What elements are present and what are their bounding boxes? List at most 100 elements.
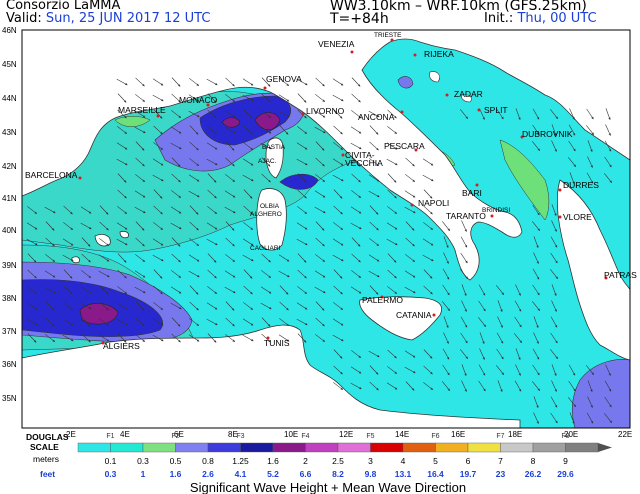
wave-direction-arrow xyxy=(351,173,361,183)
wave-direction-arrow xyxy=(369,285,379,295)
lon-label: 14E xyxy=(395,430,409,439)
wave-direction-arrow xyxy=(587,140,593,153)
wave-direction-arrow xyxy=(423,189,433,199)
meters-label: meters xyxy=(33,454,59,464)
wave-direction-arrow xyxy=(550,316,558,328)
wave-direction-arrow xyxy=(81,237,91,247)
wave-direction-arrow xyxy=(422,158,434,166)
wave-direction-arrow xyxy=(117,109,127,119)
wave-direction-arrow xyxy=(568,380,576,392)
wave-direction-arrow xyxy=(45,254,56,262)
wave-direction-arrow xyxy=(116,158,128,166)
wave-direction-arrow xyxy=(206,238,218,246)
land-balearics-ibiza xyxy=(71,256,80,264)
color-bar-swatch xyxy=(142,442,176,453)
city-label-venezia: VENEZIA xyxy=(318,39,355,49)
wave-direction-arrow xyxy=(135,254,146,262)
wave-direction-arrow xyxy=(135,94,146,102)
meters-value: 6 xyxy=(466,456,471,466)
color-bar-arrow xyxy=(598,443,612,452)
feet-value: 29.6 xyxy=(557,469,574,479)
valid-label: Valid: xyxy=(6,11,42,26)
wave-direction-arrow xyxy=(27,269,37,279)
wave-direction-arrow xyxy=(261,317,271,327)
wave-direction-arrow xyxy=(443,236,449,249)
wave-direction-arrow xyxy=(350,222,362,230)
wave-direction-arrow xyxy=(604,396,612,408)
color-bar-swatch xyxy=(402,442,436,453)
wave-direction-arrow xyxy=(315,334,326,342)
wave-direction-arrow xyxy=(315,94,326,102)
wave-direction-arrow xyxy=(171,237,181,247)
city-marker xyxy=(390,38,394,42)
city-label-trieste: TRIESTE xyxy=(374,32,402,39)
wave-direction-arrow xyxy=(478,380,486,392)
wave-direction-arrow xyxy=(171,253,181,263)
sea-band-low-croatia xyxy=(499,139,550,221)
wave-direction-arrow xyxy=(515,364,521,376)
sea-band-1-6-a xyxy=(221,117,241,128)
wave-direction-arrow xyxy=(332,78,344,86)
wave-direction-arrow xyxy=(514,300,522,312)
land-europe-north xyxy=(22,30,630,281)
wave-direction-arrow xyxy=(98,254,110,262)
land-greece xyxy=(557,179,630,361)
lon-label: 12E xyxy=(339,430,353,439)
wave-direction-arrow xyxy=(63,222,74,230)
wave-direction-arrow xyxy=(207,253,217,263)
wave-direction-arrow xyxy=(171,110,182,118)
wave-direction-arrow xyxy=(260,142,272,150)
wave-direction-arrow xyxy=(170,126,182,134)
city-label-monaco: MONACO xyxy=(179,95,218,105)
wave-direction-arrow xyxy=(333,205,343,215)
wave-direction-arrow xyxy=(242,238,254,246)
wave-direction-arrow xyxy=(170,286,182,294)
wave-direction-arrow xyxy=(405,157,415,167)
lon-label: 16E xyxy=(451,430,465,439)
wave-direction-arrow xyxy=(243,285,253,295)
wave-direction-arrow xyxy=(297,333,307,343)
wave-direction-arrow xyxy=(460,349,468,360)
city-marker xyxy=(490,214,494,218)
wave-direction-arrow xyxy=(460,252,468,264)
city-label-rijeka: RIJEKA xyxy=(424,49,454,59)
wave-direction-arrow xyxy=(496,365,504,376)
lat-label: 40N xyxy=(2,226,17,235)
wave-direction-arrow xyxy=(63,285,73,295)
wave-direction-arrow xyxy=(532,221,540,232)
wave-direction-arrow xyxy=(243,109,253,119)
lead-time: T=+84h xyxy=(330,11,389,27)
wave-direction-arrow xyxy=(261,270,272,278)
wave-direction-arrow xyxy=(188,334,200,342)
wave-direction-arrow xyxy=(332,318,344,326)
wave-direction-arrow xyxy=(496,348,504,360)
wave-direction-arrow xyxy=(404,206,416,214)
city-label-bari: BARI xyxy=(462,188,482,198)
wave-direction-arrow xyxy=(297,269,307,279)
meters-value: 2.5 xyxy=(332,456,344,466)
lon-label: 22E xyxy=(618,430,632,439)
lat-label: 42N xyxy=(2,162,17,171)
wave-direction-arrow xyxy=(332,254,344,262)
wave-direction-arrow xyxy=(333,269,343,279)
wave-direction-arrow xyxy=(261,253,271,263)
wave-direction-arrow xyxy=(62,334,74,342)
wave-direction-arrow xyxy=(369,221,379,231)
wave-direction-arrow xyxy=(351,237,361,247)
wave-direction-arrow xyxy=(404,190,416,198)
wave-direction-arrow xyxy=(496,332,504,344)
lon-label: 6E xyxy=(174,430,184,439)
wave-direction-arrow xyxy=(443,332,449,344)
city-label-marseille: MARSEILLE xyxy=(118,105,166,115)
wave-direction-arrow xyxy=(243,189,253,199)
init-label: Init.: xyxy=(484,11,514,26)
wave-direction-arrow xyxy=(350,206,362,214)
city-marker xyxy=(558,188,562,192)
model-title: WW3.10km – WRF.10km (GFS.25km) xyxy=(330,0,587,14)
wave-direction-arrow xyxy=(423,365,433,375)
wave-direction-arrow xyxy=(207,109,217,119)
wave-direction-arrow xyxy=(189,205,199,215)
wave-direction-arrow xyxy=(423,349,433,359)
wave-direction-arrow xyxy=(387,189,397,199)
wave-direction-arrow xyxy=(550,269,558,280)
